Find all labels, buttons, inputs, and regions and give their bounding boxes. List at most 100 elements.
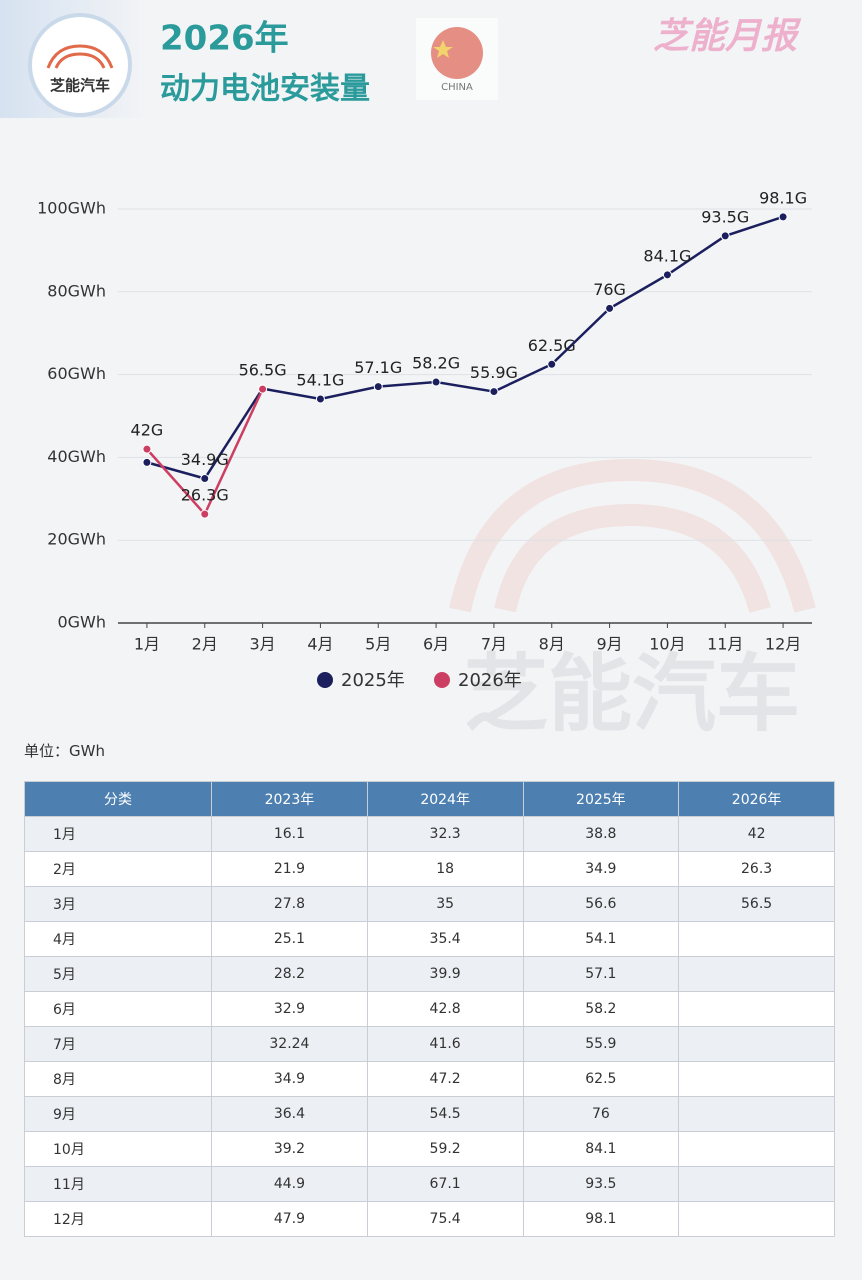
table-cell: 41.6 <box>366 1026 524 1062</box>
table-header-cell: 2025年 <box>522 781 680 817</box>
table-cell: 47.2 <box>366 1061 524 1097</box>
data-point <box>489 387 499 397</box>
table-cell <box>678 956 835 992</box>
flag-star <box>433 40 453 58</box>
data-table: 分类 2023年 2024年 2025年 2026年 1月 16.1 32.3 38.8 42 2月… <box>23 781 835 1237</box>
table-cell: 98.1 <box>522 1201 680 1237</box>
table-row: 6月 32.9 42.8 58.2 <box>23 991 835 1027</box>
y-tick-label: 80GWh <box>47 281 106 300</box>
table-cell: 62.5 <box>522 1061 680 1097</box>
x-tick-label: 1月 <box>134 635 160 654</box>
table-cell <box>678 1026 835 1062</box>
table-cell: 35 <box>366 886 524 922</box>
data-label: 42G <box>131 421 164 440</box>
table-cell: 93.5 <box>522 1166 680 1202</box>
table-cell: 5月 <box>23 956 213 992</box>
y-tick-label: 60GWh <box>47 364 106 383</box>
table-cell: 16.1 <box>211 816 368 852</box>
data-point <box>720 231 730 241</box>
table-cell <box>678 1131 835 1167</box>
flag-label: CHINA <box>441 82 473 93</box>
table-cell: 9月 <box>23 1096 213 1132</box>
data-point <box>373 382 383 392</box>
table-header-cell: 2023年 <box>211 781 368 817</box>
table-header-cell: 2026年 <box>678 781 835 817</box>
brand: 芝能月报 <box>653 16 802 57</box>
data-point <box>258 384 268 394</box>
chart: 芝能汽车 2026年 动力电池安装量 CHINA 芝能月报 芝能汽车 0GWh 2… <box>0 0 816 743</box>
data-label: 58.2G <box>412 354 460 373</box>
table-cell: 21.9 <box>211 851 368 887</box>
subtitle: 动力电池安装量 <box>160 72 370 107</box>
table-cell: 34.9 <box>522 851 680 887</box>
x-tick-label: 2月 <box>192 635 218 654</box>
table-cell: 4月 <box>23 921 213 957</box>
table-row: 3月 27.8 35 56.6 56.5 <box>23 886 835 922</box>
table-cell: 32.24 <box>211 1026 368 1062</box>
table-cell: 39.2 <box>211 1131 368 1167</box>
data-point <box>778 212 788 222</box>
table-row: 11月 44.9 67.1 93.5 <box>23 1166 835 1202</box>
flag <box>431 27 483 79</box>
data-label: 62.5G <box>528 336 576 355</box>
data-label: 98.1G <box>759 188 807 207</box>
data-point <box>315 394 325 404</box>
table-row: 5月 28.2 39.9 57.1 <box>23 956 835 992</box>
data-point <box>662 270 672 280</box>
table-cell: 10月 <box>23 1131 213 1167</box>
logo-text: 芝能汽车 <box>50 77 110 95</box>
table-cell: 35.4 <box>366 921 524 957</box>
x-tick-label: 5月 <box>365 635 391 654</box>
table-cell: 42.8 <box>366 991 524 1027</box>
table-cell: 32.3 <box>366 816 524 852</box>
legend-marker <box>317 672 333 688</box>
table-header-row: 分类 2023年 2024年 2025年 2026年 <box>23 781 835 817</box>
legend-label: 2026年 <box>458 670 522 691</box>
table-cell: 56.6 <box>522 886 680 922</box>
unit-label: 单位：GWh <box>24 742 105 760</box>
table-cell: 59.2 <box>366 1131 524 1167</box>
table-cell: 84.1 <box>522 1131 680 1167</box>
data-label: 93.5G <box>701 207 749 226</box>
table-row: 12月 47.9 75.4 98.1 <box>23 1201 835 1237</box>
data-point <box>200 474 210 484</box>
x-tick-label: 10月 <box>649 635 685 654</box>
table-cell: 34.9 <box>211 1061 368 1097</box>
table-cell <box>678 1166 835 1202</box>
legend-marker <box>434 672 450 688</box>
table-cell: 56.5 <box>678 886 835 922</box>
x-tick-label: 3月 <box>249 635 275 654</box>
x-tick-label: 9月 <box>596 635 622 654</box>
logo-circle <box>28 13 132 117</box>
data-label: 26.3G <box>181 486 229 505</box>
table-cell: 12月 <box>23 1201 213 1237</box>
data-point <box>142 457 152 467</box>
table-row: 2月 21.9 18 34.9 26.3 <box>23 851 835 887</box>
table-cell: 1月 <box>23 816 213 852</box>
table-cell: 57.1 <box>522 956 680 992</box>
table-cell: 76 <box>522 1096 680 1132</box>
data-point <box>200 509 210 519</box>
table-cell: 25.1 <box>211 921 368 957</box>
x-tick-label: 12月 <box>765 635 801 654</box>
table-cell: 75.4 <box>366 1201 524 1237</box>
data-label: 84.1G <box>643 246 691 265</box>
table-header-cell: 2024年 <box>366 781 524 817</box>
data-label: 55.9G <box>470 363 518 382</box>
watermark-logo <box>449 458 816 614</box>
table-cell: 39.9 <box>366 956 524 992</box>
table-cell: 54.5 <box>366 1096 524 1132</box>
table-row: 1月 16.1 32.3 38.8 42 <box>23 816 835 852</box>
x-tick-label: 11月 <box>707 635 743 654</box>
table-row: 9月 36.4 54.5 76 <box>23 1096 835 1132</box>
data-point <box>431 377 441 387</box>
table-cell: 18 <box>366 851 524 887</box>
legend-label: 2025年 <box>341 670 405 691</box>
data-label: 76G <box>593 280 626 299</box>
table-cell: 27.8 <box>211 886 368 922</box>
table-cell: 32.9 <box>211 991 368 1027</box>
table-cell: 7月 <box>23 1026 213 1062</box>
data-label: 57.1G <box>354 358 402 377</box>
y-tick-label: 100GWh <box>37 199 106 218</box>
